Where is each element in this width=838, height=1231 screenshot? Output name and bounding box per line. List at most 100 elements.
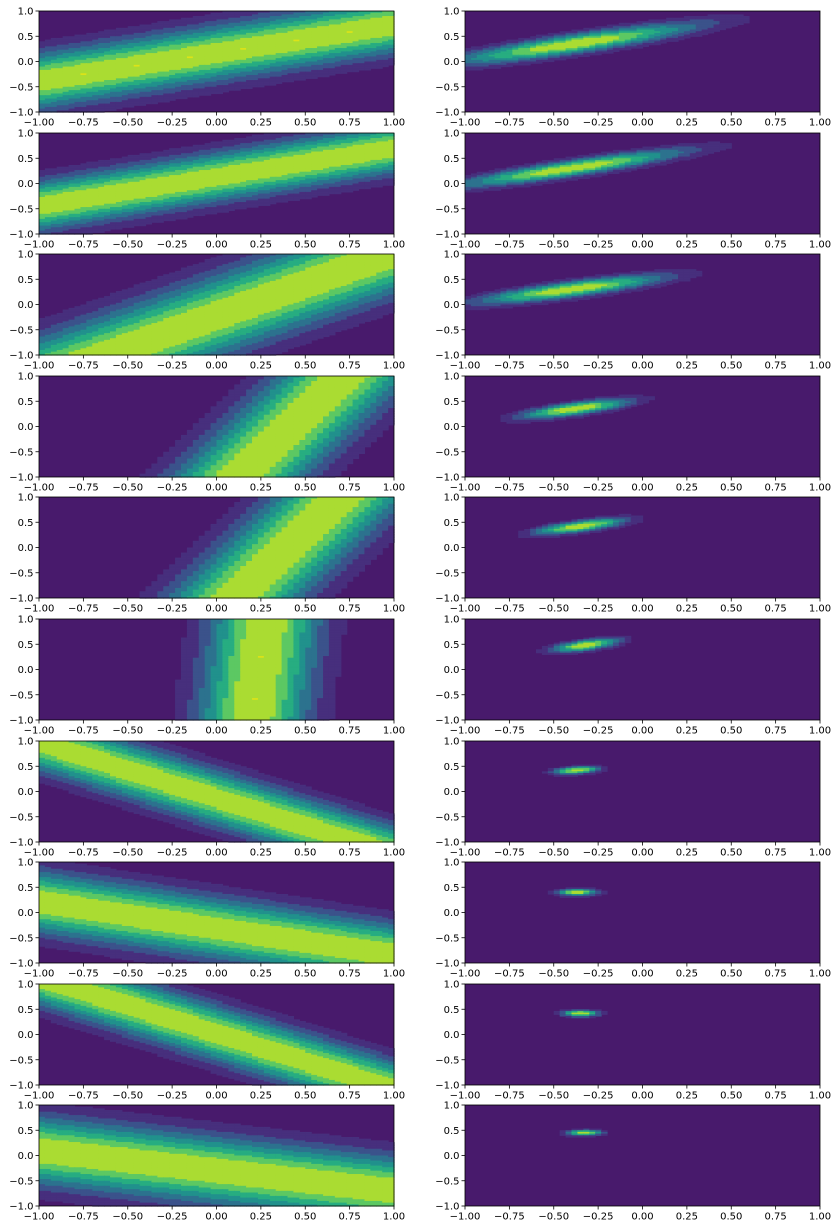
x-tick-label: −0.75 (68, 118, 99, 129)
x-tick-label: 1.00 (809, 118, 831, 129)
contour-cell (228, 88, 235, 90)
contour-cell (583, 55, 590, 57)
x-tick-label: −1.00 (450, 118, 481, 129)
contour-cell (299, 78, 306, 80)
contour-cell (128, 105, 135, 107)
contour-cell (116, 107, 123, 109)
contour-cell (708, 31, 715, 33)
contour-cell (589, 53, 596, 55)
contour-cell (743, 21, 750, 23)
x-tick-label: −0.50 (112, 118, 143, 129)
x-tick-label: −0.25 (157, 118, 188, 129)
contour-cell (252, 85, 259, 87)
contour-cell (696, 35, 703, 37)
contour-cell (601, 51, 608, 53)
contour-cell (660, 41, 667, 43)
contour-cell (193, 95, 200, 97)
contour-cell (666, 40, 673, 42)
contour-cell (518, 63, 525, 65)
contour-cell (122, 105, 129, 107)
contour-cell (240, 87, 247, 89)
contour-cell (359, 68, 366, 70)
x-tick-label: 0.50 (720, 118, 742, 129)
contour-cell (595, 53, 602, 55)
contour-cell (288, 80, 295, 82)
x-tick-label: −0.25 (583, 118, 614, 129)
contour-cell (169, 99, 176, 101)
contour-cell (335, 72, 342, 74)
contour-cell (146, 102, 153, 104)
contour-cell (619, 48, 626, 50)
contour-cell (489, 67, 496, 69)
y-tick-label: 1.0 (18, 7, 34, 18)
contour-cell (607, 51, 614, 53)
contour-cell (293, 78, 300, 80)
contour-cell (501, 65, 508, 67)
contour-cell (205, 93, 212, 95)
contour-cell (465, 68, 472, 70)
contour-cell (305, 77, 312, 79)
x-tick-label: 0.25 (676, 118, 698, 129)
contour-cell (134, 104, 141, 106)
y-tick-label: −1.0 (9, 108, 33, 119)
contour-cell (104, 109, 111, 111)
contour-cell (187, 95, 194, 97)
contour-cell (648, 43, 655, 45)
x-tick-label: −0.50 (538, 118, 569, 129)
contour-cell (643, 45, 650, 47)
contour-cell (376, 67, 383, 69)
x-tick-label: 0.75 (338, 118, 360, 129)
y-tick-label: −0.5 (435, 82, 459, 93)
contour-cell (654, 43, 661, 45)
panel-r1c1: −1.00 −0.75 −0.50 −0.25 0.00 0.25 0.50 0.75 1.00… (9, 7, 405, 129)
y-tick-label: 1.0 (444, 7, 460, 18)
contour-cell (625, 48, 632, 50)
contour-cell (678, 38, 685, 40)
contour-cell (725, 26, 732, 28)
contour-cell (110, 109, 117, 111)
y-tick-label: 0.5 (444, 32, 460, 43)
contour-cell (175, 97, 182, 99)
contour-cell (577, 55, 584, 57)
contour-cell (341, 72, 348, 74)
x-tick-label: 0.00 (205, 118, 227, 129)
contour-cell (554, 58, 561, 60)
contour-cell (323, 75, 330, 77)
contour-cell (311, 77, 318, 79)
contour-cell (548, 60, 555, 62)
y-tick-label: 0.0 (444, 57, 460, 68)
contour-cell (737, 23, 744, 25)
contour-cell (631, 46, 638, 48)
contour-cell (270, 83, 277, 85)
contour-cell (199, 93, 206, 95)
contour-cell (483, 67, 490, 69)
y-tick-label: −0.5 (9, 82, 33, 93)
contour-cell (234, 88, 241, 90)
contour-cell (471, 68, 478, 70)
contour-cell (477, 68, 484, 70)
x-tick-label: 0.75 (764, 118, 786, 129)
contour-cell (163, 100, 170, 102)
panel-r2c1: −1.00 −0.75 −0.50 −0.25 0.00 0.25 0.50 0.75 1.00… (9, 129, 405, 251)
contour-cell (690, 35, 697, 37)
contour-cell (536, 62, 543, 64)
x-tick-label: −0.75 (494, 118, 525, 129)
contour-cell (276, 82, 283, 84)
contour-cell (353, 70, 360, 72)
y-tick-label: −1.0 (435, 108, 459, 119)
contour-cell (530, 62, 537, 64)
contour-cell (702, 33, 709, 35)
contour-cell (560, 58, 567, 60)
x-tick-label: 1.00 (383, 118, 405, 129)
contour-cell (211, 92, 218, 94)
contour-cell (731, 24, 738, 26)
y-tick-label: 0.0 (18, 57, 34, 68)
contour-cell (151, 102, 158, 104)
contour-cell (364, 68, 371, 70)
contour-cell (542, 60, 549, 62)
contour-cell (246, 87, 253, 89)
contour-cell (222, 90, 229, 92)
contour-cell (524, 63, 531, 65)
contour-cell (217, 92, 224, 94)
